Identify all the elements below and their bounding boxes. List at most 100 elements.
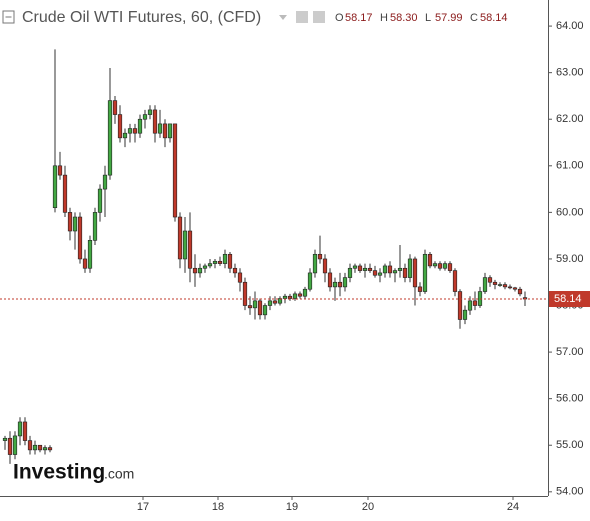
settings-icon[interactable] — [296, 11, 308, 23]
candle-body — [422, 253, 428, 292]
candle-body — [7, 437, 13, 455]
candle-body — [457, 291, 463, 320]
candle-body — [437, 263, 443, 269]
candle-body — [332, 281, 338, 288]
candle-body — [137, 118, 143, 134]
candle-body — [357, 265, 363, 271]
candle-body — [362, 267, 368, 271]
candle-body — [237, 272, 243, 283]
candle-body — [262, 305, 268, 316]
candle-body — [507, 286, 513, 289]
candle-body — [152, 109, 158, 134]
candle-body — [272, 300, 278, 304]
candle-body — [432, 263, 438, 267]
candle-body — [187, 230, 193, 269]
x-tick-label: 20 — [362, 501, 374, 513]
candle-body — [22, 421, 28, 441]
candle-body — [242, 281, 248, 306]
dropdown-arrow[interactable] — [279, 15, 287, 20]
candle-body — [447, 263, 453, 271]
chart-title: Crude Oil WTI Futures, 60, (CFD) — [22, 9, 261, 26]
candle-body — [327, 272, 333, 288]
candle-body — [487, 277, 493, 283]
candle-body — [297, 293, 303, 297]
y-tick-label: 61.00 — [556, 160, 584, 172]
candle-body — [32, 444, 38, 451]
candle-body — [512, 287, 518, 290]
candle-body — [167, 123, 173, 139]
candle-body — [302, 288, 308, 297]
y-tick-label: 56.00 — [556, 393, 584, 405]
ohlc-value: 58.14 — [480, 12, 508, 24]
candle-body — [177, 216, 183, 260]
x-tick-label: 18 — [212, 501, 224, 513]
candle-body — [407, 258, 413, 278]
candle-body — [267, 300, 273, 306]
candle-body — [192, 267, 198, 274]
candle-body — [212, 260, 218, 264]
candle-body — [472, 300, 478, 306]
candle-body — [157, 123, 163, 134]
candle-body — [227, 253, 233, 269]
candle-body — [107, 100, 113, 176]
candle-body — [382, 265, 388, 274]
candle-body — [12, 435, 18, 455]
remove-icon[interactable] — [313, 11, 325, 23]
candle-body — [467, 300, 473, 311]
candle-body — [427, 253, 433, 267]
candle-body — [197, 267, 203, 274]
candle-body — [97, 188, 103, 213]
y-tick-label: 60.00 — [556, 206, 584, 218]
last-price-tag — [549, 290, 590, 307]
x-tick-label: 19 — [286, 501, 298, 513]
candle-body — [462, 309, 468, 320]
candle-body — [222, 253, 228, 264]
candle-body — [387, 265, 393, 274]
candle-body — [307, 272, 313, 290]
candle-body — [402, 267, 408, 278]
candle-body — [92, 212, 98, 241]
candle-body — [62, 174, 68, 213]
candle-body — [347, 267, 353, 278]
y-tick-label: 54.00 — [556, 486, 584, 498]
ohlc-letter: L — [425, 12, 431, 24]
y-tick-label: 55.00 — [556, 439, 584, 451]
candle-body — [352, 265, 358, 269]
ohlc-letter: C — [470, 12, 478, 24]
candle-body — [312, 253, 318, 274]
candle-body — [247, 305, 253, 309]
candle-body — [112, 100, 118, 115]
candle-body — [57, 165, 63, 176]
candle-body — [87, 240, 93, 269]
candle-body — [102, 174, 108, 190]
candle-body — [397, 267, 403, 271]
ohlc-letter: O — [335, 12, 344, 24]
candle-body — [502, 284, 508, 288]
y-tick-label: 57.00 — [556, 346, 584, 358]
candle-body — [17, 421, 23, 437]
candle-body — [37, 444, 43, 451]
watermark-brand: Investing — [13, 461, 105, 484]
y-tick-label: 64.00 — [556, 20, 584, 32]
candle-body — [207, 263, 213, 267]
candle-body — [282, 295, 288, 299]
x-tick-label: 17 — [137, 501, 149, 513]
candle-body — [232, 267, 238, 274]
candle-body — [497, 284, 503, 286]
y-tick-label: 59.00 — [556, 253, 584, 265]
candle-body — [442, 263, 448, 269]
candle-body — [117, 114, 123, 139]
candle-body — [147, 109, 153, 115]
candle-body — [337, 281, 343, 288]
candle-body — [292, 293, 298, 299]
candle-body — [132, 128, 138, 134]
ohlc-value: 58.17 — [345, 12, 373, 24]
candle-body — [182, 230, 188, 260]
ohlc-legend: O 58.17 H 58.30 L 57.99 C 58.14 — [335, 12, 508, 24]
candle-body — [482, 277, 488, 292]
candle-body — [492, 281, 498, 285]
candle-body — [2, 437, 8, 441]
candle-body — [52, 165, 58, 209]
